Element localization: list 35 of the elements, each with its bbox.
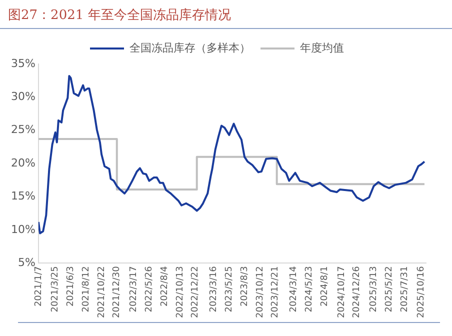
legend-label: 全国冻品库存（多样本） [130,41,250,54]
x-tick-label: 2025/3/13 [369,266,380,312]
y-tick-label: 15% [10,190,36,203]
x-tick-label: 2021/12/30 [112,266,122,318]
x-tick-label: 2023/10/12 [255,266,266,318]
x-tick-label: 2021/3/25 [50,266,61,312]
y-tick-label: 35% [10,56,36,70]
x-tick-label: 2025/10/16 [416,266,427,318]
y-tick-label: 10% [10,222,36,236]
y-tick-label: 25% [10,123,36,136]
x-tick-label: 2025/7/31 [400,266,410,312]
x-tick-label: 2021/10/22 [97,266,108,318]
x-tick-label: 2024/5/23 [304,266,314,312]
y-tick-label: 5% [18,256,36,269]
x-tick-label: 2021/6/3 [66,266,76,307]
x-tick-label: 2021/1/7 [34,266,44,307]
x-tick-label: 2024/12/26 [352,266,362,318]
x-tick-label: 2021/8/12 [81,266,92,312]
x-tick-label: 2023/3/16 [209,266,220,312]
x-tick-label: 2022/12/22 [190,266,201,318]
x-tick-label: 2025/5/22 [384,266,394,312]
chart-title: 图27：2021 年至今全国冻品库存情况 [0,0,452,29]
x-tick-label: 2024/10/17 [336,266,347,318]
x-tick-label: 2022/8/4 [160,266,170,307]
x-tick-label: 2023/12/21 [270,266,281,318]
x-tick-label: 2022/3/17 [129,266,140,312]
y-tick-label: 20% [10,156,36,170]
legend-label: 年度均值 [300,41,344,54]
x-tick-label: 2024/3/14 [289,266,300,312]
x-tick-label: 2023/8/3 [240,266,250,307]
x-tick-label: 2022/10/13 [175,266,186,318]
x-tick-label: 2023/5/25 [224,266,234,312]
x-tick-label: 2024/8/1 [320,266,330,307]
y-tick-label: 30% [10,90,36,104]
x-tick-label: 2022/5/26 [144,266,155,312]
